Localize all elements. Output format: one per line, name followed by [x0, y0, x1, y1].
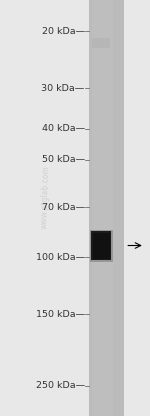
- Text: 50 kDa—: 50 kDa—: [42, 156, 85, 164]
- Text: 150 kDa—: 150 kDa—: [36, 310, 85, 319]
- Bar: [89, 0, 124, 416]
- Bar: [91, 231, 111, 260]
- Bar: [91, 231, 111, 260]
- Text: 30 kDa—: 30 kDa—: [42, 84, 85, 93]
- Bar: [92, 38, 110, 48]
- Text: 100 kDa—: 100 kDa—: [36, 253, 85, 262]
- Text: 40 kDa—: 40 kDa—: [42, 124, 85, 133]
- Text: 250 kDa—: 250 kDa—: [36, 381, 85, 390]
- Text: 20 kDa—: 20 kDa—: [42, 27, 85, 36]
- Bar: [92, 0, 113, 416]
- Text: www.ptglab.com: www.ptglab.com: [39, 165, 51, 229]
- Text: 70 kDa—: 70 kDa—: [42, 203, 85, 212]
